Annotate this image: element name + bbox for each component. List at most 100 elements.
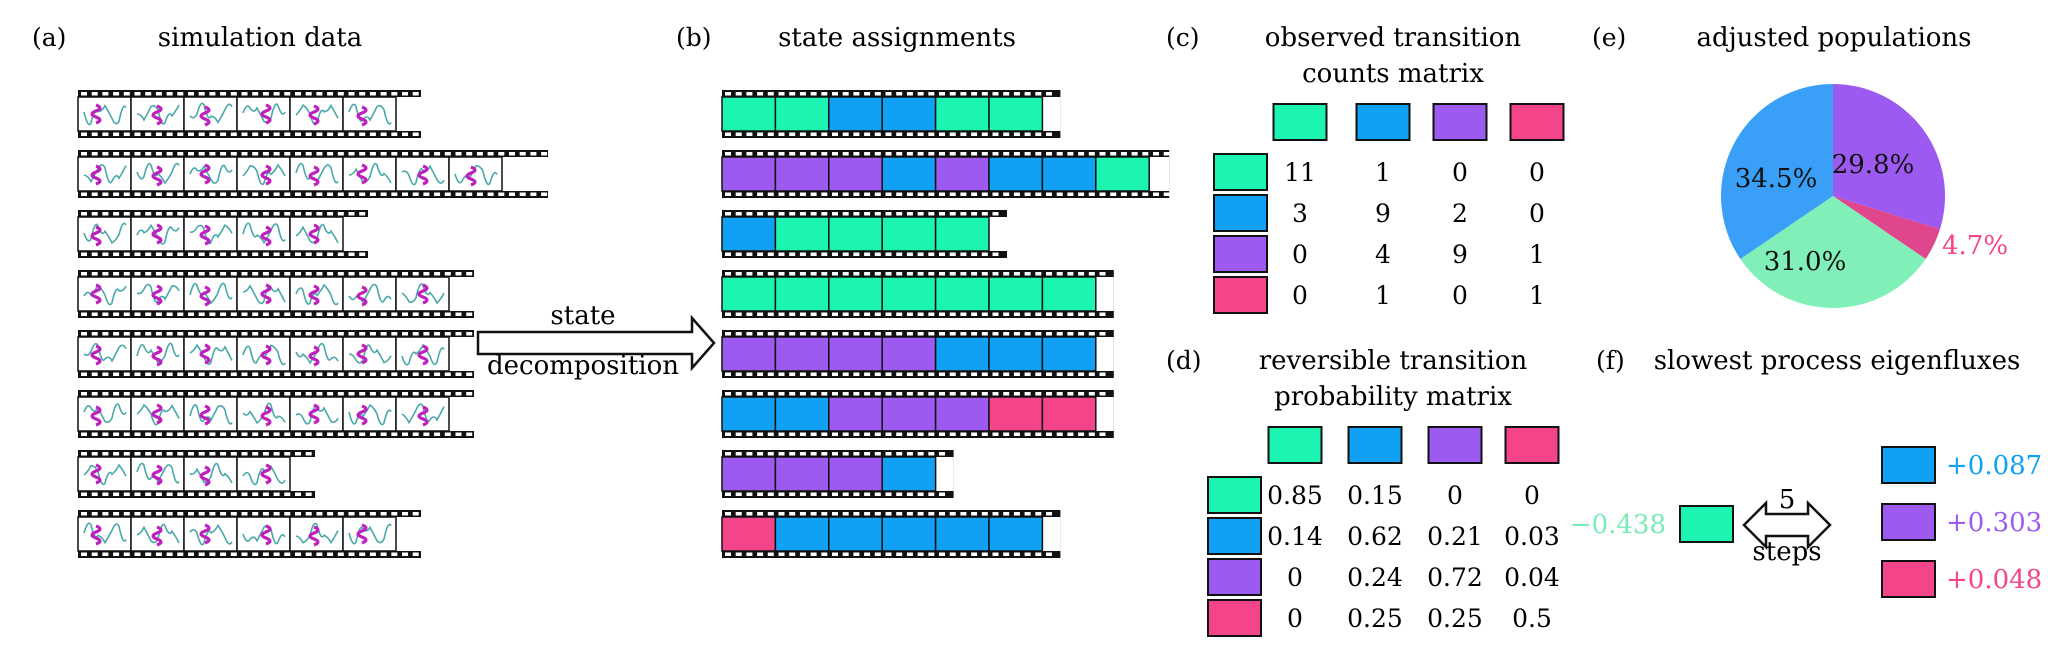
helix-icon <box>199 163 211 185</box>
sim-frame <box>77 336 132 372</box>
matrix-cell: 0.03 <box>1504 522 1560 551</box>
helix-icon <box>308 345 320 367</box>
state-strip <box>721 330 1114 378</box>
helix-icon <box>90 344 102 366</box>
steps-label: steps <box>1752 537 1821 567</box>
panel-f-letter: (f) <box>1596 346 1625 375</box>
row-header-blue <box>1207 517 1262 555</box>
state-frame-blue <box>828 516 883 552</box>
sim-frame <box>342 276 397 312</box>
protein-chain-icon <box>189 282 233 305</box>
protein-chain-icon <box>136 462 180 484</box>
right-arrow-icon <box>476 314 716 372</box>
col-header-purple <box>1432 103 1488 141</box>
state-frame-green <box>1095 156 1150 192</box>
state-frame-purple <box>774 336 830 372</box>
helix-icon <box>199 224 211 246</box>
helix-icon <box>199 523 211 545</box>
state-frame-blue <box>881 516 937 552</box>
protein-chain-icon <box>189 404 233 425</box>
matrix-cell: 4 <box>1375 240 1391 269</box>
panel-e-title: adjusted populations <box>1696 23 1971 53</box>
protein-chain-icon <box>83 403 127 424</box>
helix-icon <box>260 225 272 247</box>
sim-frame <box>77 96 132 132</box>
sim-frame <box>130 216 185 252</box>
matrix-cell: 0 <box>1529 158 1545 187</box>
matrix-cell: 2 <box>1452 199 1468 228</box>
row-header-green <box>1213 153 1268 191</box>
protein-chain-icon <box>242 222 286 245</box>
matrix-cell: 0.24 <box>1347 563 1403 592</box>
helix-icon <box>151 525 163 547</box>
protein-chain-icon <box>348 162 392 184</box>
protein-chain-icon <box>348 344 392 364</box>
protein-chain-icon <box>242 163 286 186</box>
state-frame-green <box>988 276 1044 312</box>
sim-strip <box>77 90 421 138</box>
matrix-cell: 9 <box>1375 199 1391 228</box>
matrix-cell: 0 <box>1287 604 1303 633</box>
pie-slice-blue <box>1721 84 1833 259</box>
state-frame-purple <box>828 336 883 372</box>
matrix-cell: 9 <box>1452 240 1468 269</box>
state-strip <box>721 390 1114 438</box>
helix-icon <box>260 103 272 125</box>
protein-chain-icon <box>189 343 233 366</box>
helix-icon <box>151 284 163 306</box>
helix-icon <box>90 283 102 305</box>
state-frame-blue <box>721 216 777 252</box>
source-flux-value: −0.438 <box>1570 510 1666 540</box>
helix-icon <box>260 283 272 305</box>
state-frame-blue <box>934 516 990 552</box>
protein-chain-icon <box>242 103 286 124</box>
helix-icon <box>260 524 272 546</box>
state-frame-purple <box>774 456 830 492</box>
helix-icon <box>199 105 211 127</box>
pie-slice-pink <box>1833 196 1940 259</box>
state-frame-blue <box>988 156 1044 192</box>
helix-icon <box>260 164 272 186</box>
state-frame-pink <box>1041 396 1097 432</box>
state-frame-green <box>774 276 830 312</box>
matrix-cell: 0 <box>1524 481 1540 510</box>
protein-chain-icon <box>83 222 127 244</box>
helix-icon <box>151 345 163 367</box>
sim-frame <box>342 516 397 552</box>
matrix-cell: 1 <box>1529 240 1545 269</box>
sim-frame <box>77 456 132 492</box>
state-frame-pink <box>988 396 1044 432</box>
protein-chain-icon <box>348 403 392 426</box>
helix-icon <box>151 165 163 187</box>
pie-slice-purple <box>1833 84 1945 230</box>
protein-chain-icon <box>136 283 180 303</box>
state-frame-green <box>721 276 777 312</box>
panel-c-title-line1: observed transition <box>1265 23 1522 53</box>
state-frame-green <box>881 276 937 312</box>
sim-frame <box>183 96 238 132</box>
state-frame-green <box>934 216 990 252</box>
matrix-cell: 1 <box>1529 281 1545 310</box>
helix-icon <box>465 165 477 187</box>
state-frame-purple <box>774 156 830 192</box>
helix-icon <box>90 405 102 427</box>
sim-strip <box>77 270 474 318</box>
state-frame-purple <box>881 336 937 372</box>
panel-d-title-line2: probability matrix <box>1274 382 1512 412</box>
matrix-cell: 0.5 <box>1512 604 1552 633</box>
sim-frame <box>183 276 238 312</box>
panel-d-title-line1: reversible transition <box>1259 346 1528 376</box>
target-flux-value: +0.303 <box>1946 508 2042 538</box>
pie-label-green: 31.0% <box>1764 247 1847 277</box>
helix-icon <box>199 285 211 307</box>
state-frame-blue <box>881 156 937 192</box>
sim-frame <box>289 156 344 192</box>
state-strip <box>721 210 1007 258</box>
protein-chain-icon <box>401 403 445 425</box>
state-strip <box>721 450 954 498</box>
helix-icon <box>90 164 102 186</box>
matrix-cell: 0 <box>1452 158 1468 187</box>
state-strip <box>721 270 1114 318</box>
matrix-cell: 0.21 <box>1427 522 1483 551</box>
